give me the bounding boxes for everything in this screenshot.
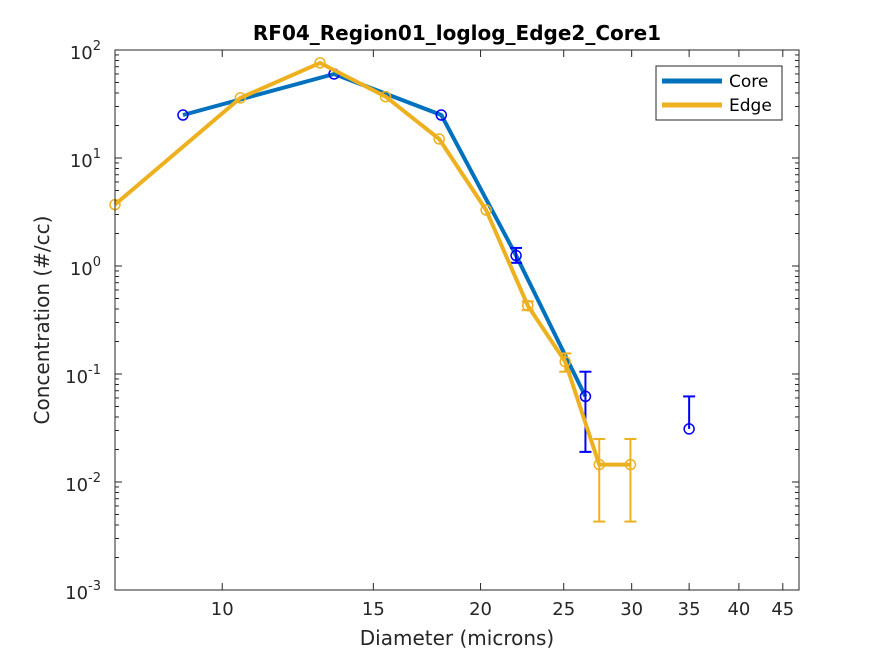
- data-point-core: [510, 249, 522, 262]
- data-point-edge: [314, 57, 326, 69]
- legend-entry-core: Core: [729, 72, 768, 92]
- x-tick-label: 20: [469, 599, 492, 620]
- x-axis-label: Diameter (microns): [360, 626, 554, 650]
- x-axis-ticks: 10 15 20 25 30 35 40 45: [211, 50, 794, 620]
- x-tick-label: 40: [727, 599, 750, 620]
- error-bar-edge: [593, 438, 606, 523]
- x-tick-label: 35: [678, 599, 701, 620]
- data-point-core: [177, 109, 189, 121]
- data-point-edge: [379, 90, 392, 103]
- x-tick-label: 15: [362, 599, 385, 620]
- chart-title: RF04_Region01_loglog_Edge2_Core1: [253, 21, 661, 45]
- data-point-core: [579, 390, 592, 403]
- y-tick-label: 101: [70, 147, 101, 172]
- series-line-edge: [113, 60, 631, 467]
- error-bar-core: [579, 370, 592, 453]
- x-tick-label: 25: [552, 599, 575, 620]
- data-point-edge: [433, 133, 445, 145]
- data-point-edge: [234, 92, 247, 104]
- data-point-core: [435, 109, 448, 121]
- x-tick-label: 45: [771, 599, 794, 620]
- series-line-core: [182, 72, 588, 398]
- x-tick-label: 10: [211, 599, 234, 620]
- x-tick-label: 30: [620, 599, 643, 620]
- plot-area: [115, 50, 799, 590]
- y-tick-label: 10-1: [65, 363, 101, 388]
- y-tick-label: 102: [70, 39, 101, 64]
- plot-frame: [114, 49, 800, 591]
- data-point-edge: [559, 355, 571, 368]
- legend-entry-edge: Edge: [729, 96, 772, 116]
- error-bar-edge: [624, 438, 637, 523]
- data-point-edge: [480, 204, 492, 216]
- series-layer: [109, 57, 696, 523]
- legend-box: [655, 65, 783, 121]
- data-point-edge: [593, 458, 605, 471]
- y-tick-label: 100: [70, 255, 101, 280]
- data-point-edge: [624, 458, 637, 471]
- data-point-edge: [522, 299, 534, 312]
- y-axis-label: Concentration (#/cc): [30, 216, 54, 425]
- y-tick-label: 10-3: [65, 579, 101, 604]
- legend: Core Edge: [655, 65, 783, 121]
- data-point-core: [683, 423, 695, 435]
- y-tick-label: 10-2: [65, 471, 101, 496]
